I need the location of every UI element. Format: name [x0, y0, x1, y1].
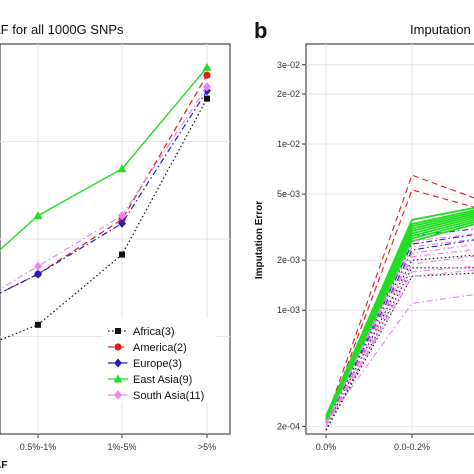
series-line-america	[0, 74, 208, 294]
legend: Africa(3) America(2) Europe(3) East Asia(9)…	[102, 317, 216, 403]
x-tick-label: >5%	[198, 442, 216, 452]
series-line	[325, 174, 474, 420]
series-point	[117, 164, 127, 173]
series-line	[325, 249, 474, 427]
panel-a-x-ticks: 0.5%-1% 1%-5% >5%	[20, 434, 216, 452]
legend-marker	[114, 358, 122, 368]
series-line	[325, 234, 474, 427]
series-point	[204, 95, 210, 102]
series-point	[203, 71, 211, 79]
panel-b-label: b	[254, 18, 267, 43]
panel-a: 0.5%-1% 1%-5% >5% AF for all 1000G SNPs AF…	[0, 22, 231, 471]
series-line	[325, 233, 474, 424]
series-point	[34, 269, 42, 279]
series-point	[118, 218, 126, 228]
panel-b: b Imputation 2e-041e-032e-035e-031e-022e…	[254, 18, 474, 452]
series-point	[119, 251, 125, 258]
series-line	[325, 189, 474, 424]
series-line-east-asia	[0, 66, 208, 251]
panel-b-title: Imputation	[410, 22, 471, 37]
panel-b-y-ticks: 2e-04 1e-03 2e-03 5e-03 1e-02 2e-02 3e-02	[277, 60, 306, 431]
x-tick-label: 0.0-0.2%	[394, 442, 430, 452]
legend-marker	[115, 328, 121, 334]
series-point	[202, 62, 212, 71]
y-tick-label: 3e-02	[277, 60, 300, 70]
series-point	[203, 82, 211, 92]
y-tick-label: 1e-02	[277, 139, 300, 149]
legend-marker	[113, 374, 123, 383]
panel-a-x-axis-label: AF	[0, 460, 7, 471]
series-point	[33, 211, 43, 220]
series-line	[325, 265, 474, 427]
panel-b-y-axis-label: Imputation Error	[254, 201, 265, 279]
series-point	[34, 261, 42, 271]
y-tick-label: 2e-02	[277, 89, 300, 99]
series-line	[325, 272, 474, 431]
y-tick-label: 2e-03	[277, 255, 300, 265]
legend-label: East Asia(9)	[133, 374, 192, 386]
series-point	[118, 211, 126, 221]
series-line	[325, 254, 474, 427]
panel-b-series	[325, 174, 474, 431]
x-tick-label: 0.5%-1%	[20, 442, 57, 452]
legend-label: Europe(3)	[133, 358, 182, 370]
x-tick-label: 1%-5%	[107, 442, 136, 452]
legend-label: America(2)	[133, 342, 187, 354]
panel-b-x-ticks: 0.0% 0.0-0.2%	[316, 434, 430, 452]
y-tick-label: 5e-03	[277, 189, 300, 199]
y-tick-label: 2e-04	[277, 421, 300, 431]
x-tick-label: 0.0%	[316, 442, 337, 452]
legend-box	[102, 317, 216, 403]
panel-a-series	[0, 62, 212, 341]
legend-marker	[114, 343, 122, 351]
series-point	[35, 321, 41, 328]
series-line	[325, 294, 474, 424]
legend-label: Africa(3)	[133, 326, 175, 338]
legend-label: South Asia(11)	[133, 390, 204, 402]
series-line	[325, 209, 474, 417]
series-line-south-asia	[0, 86, 208, 290]
series-line	[325, 223, 474, 424]
series-line	[325, 269, 474, 427]
legend-marker	[114, 390, 122, 400]
y-tick-label: 1e-03	[277, 305, 300, 315]
panel-a-title: AF for all 1000G SNPs	[0, 22, 124, 37]
series-line-europe	[0, 90, 208, 294]
series-line	[325, 217, 474, 420]
